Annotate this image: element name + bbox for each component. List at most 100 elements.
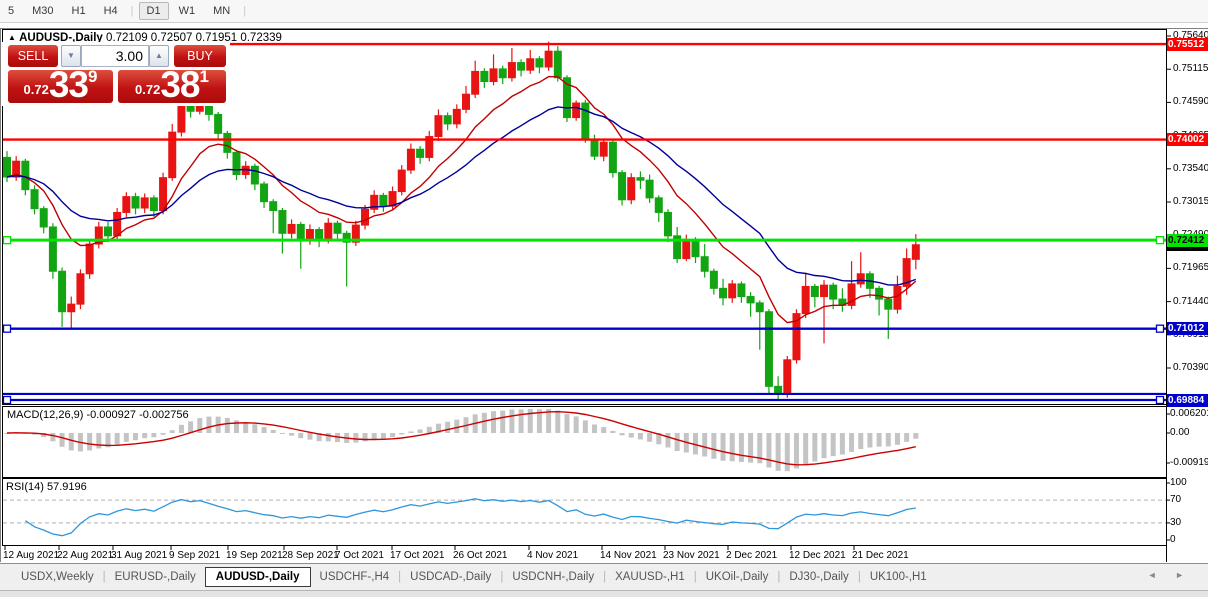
- candle: [379, 194, 388, 207]
- macd-axis-label: -0.0091975: [1170, 457, 1208, 468]
- macd-bar: [133, 433, 139, 441]
- candle: [361, 208, 370, 226]
- ma-slow-line: [6, 106, 917, 286]
- arrow-right-icon[interactable]: ►: [1175, 570, 1192, 580]
- macd-bar: [830, 433, 836, 457]
- line-handle[interactable]: [1155, 395, 1165, 405]
- candle: [296, 223, 305, 241]
- sell-price-main: 33: [48, 64, 89, 105]
- timeframe-button-5[interactable]: 5: [8, 5, 15, 17]
- buy-price-button[interactable]: 0.72 38 1: [118, 66, 226, 103]
- candle: [608, 141, 617, 174]
- symbol-tab-usdchf-h4[interactable]: USDCHF-,H4: [319, 571, 390, 583]
- arrow-left-icon[interactable]: ◄: [1147, 570, 1165, 580]
- timeframe-button-m30[interactable]: M30: [32, 5, 54, 17]
- candle: [287, 223, 296, 234]
- macd-bar: [674, 433, 680, 451]
- candle: [3, 156, 11, 178]
- macd-bar: [766, 433, 772, 468]
- candle: [103, 226, 112, 237]
- macd-bar: [206, 416, 212, 433]
- candle: [810, 285, 819, 298]
- macd-bar: [610, 430, 616, 433]
- macd-bar: [711, 433, 717, 459]
- macd-bar: [151, 433, 157, 438]
- volume-decrease-button[interactable]: ▼: [61, 45, 81, 67]
- timeframe-toolbar: 5 M30 H1 H4 | D1 W1 MN |: [0, 0, 1208, 23]
- symbol-tab-usdx-weekly[interactable]: USDX,Weekly: [21, 571, 94, 583]
- price-tick: 0.73540: [1173, 163, 1208, 174]
- candle: [581, 102, 590, 141]
- price-tick: 0.75640: [1173, 30, 1208, 41]
- timeframe-button-h4[interactable]: H4: [103, 5, 118, 17]
- symbol-tab-eurusd-daily[interactable]: EURUSD-,Daily: [114, 571, 196, 583]
- macd-bar: [757, 433, 763, 464]
- candle: [590, 139, 599, 157]
- price-badge-0.71012: 0.71012: [1167, 322, 1208, 335]
- candle: [902, 258, 911, 287]
- macd-bar: [491, 411, 497, 433]
- symbol-tab-audusd-daily[interactable]: AUDUSD-,Daily: [204, 567, 311, 587]
- tab-separator: |: [102, 571, 106, 583]
- timeframe-button-d1[interactable]: D1: [138, 2, 169, 20]
- symbol-tab-ukoil-daily[interactable]: UKOil-,Daily: [705, 571, 769, 583]
- symbol-tab-xauusd-h1[interactable]: XAUUSD-,H1: [615, 571, 685, 583]
- price-badge-0.75512: 0.75512: [1167, 38, 1208, 51]
- macd-bar: [390, 433, 396, 437]
- line-handle[interactable]: [2, 395, 12, 405]
- macd-bar: [380, 433, 386, 439]
- candle: [94, 226, 103, 245]
- tab-separator: |: [603, 571, 607, 583]
- macd-bar: [876, 433, 882, 447]
- symbol-tab-uk100-h1[interactable]: UK100-,H1: [869, 571, 927, 583]
- macd-bar: [858, 433, 864, 450]
- macd-label: MACD(12,26,9) -0.000927 -0.002756: [7, 409, 189, 421]
- candle: [39, 208, 48, 228]
- collapse-triangle-icon[interactable]: ▲: [8, 33, 16, 42]
- candle: [728, 283, 737, 299]
- macd-bar: [362, 433, 368, 442]
- price-tick: 0.71440: [1173, 296, 1208, 307]
- symbol-tab-dj30-daily[interactable]: DJ30-,Daily: [789, 571, 849, 583]
- macd-bar: [702, 433, 708, 457]
- macd-bar: [426, 426, 432, 433]
- candle: [480, 70, 489, 83]
- sell-price-button[interactable]: 0.72 33 9: [8, 64, 113, 105]
- symbol-tab-usdcnh-daily[interactable]: USDCNH-,Daily: [512, 571, 595, 583]
- volume-increase-button[interactable]: ▲: [149, 45, 169, 67]
- timeframe-button-h1[interactable]: H1: [71, 5, 86, 17]
- date-label: 12 Dec 2021: [789, 550, 846, 561]
- macd-bar: [96, 433, 102, 449]
- macd-bar: [894, 433, 900, 445]
- macd-signal-line: [6, 410, 916, 466]
- macd-bar: [270, 429, 276, 433]
- rsi-axis-label: 30: [1170, 517, 1182, 528]
- timeframe-button-w1[interactable]: W1: [178, 5, 196, 17]
- candle: [406, 148, 415, 171]
- timeframe-button-mn[interactable]: MN: [213, 5, 231, 17]
- date-label: 17 Oct 2021: [390, 550, 445, 561]
- candle: [544, 50, 553, 68]
- symbol-label: AUDUSD-,Daily: [19, 32, 103, 44]
- chevron-up-icon: ▲: [155, 51, 163, 60]
- candle: [856, 273, 865, 285]
- line-handle[interactable]: [1155, 324, 1165, 333]
- macd-bar: [234, 420, 239, 433]
- candle: [370, 194, 379, 210]
- line-handle[interactable]: [1155, 235, 1165, 245]
- toolbar-separator: |: [243, 5, 247, 17]
- symbol-tab-usdcad-daily[interactable]: USDCAD-,Daily: [410, 571, 492, 583]
- candle: [30, 189, 39, 210]
- macd-axis-label: 0.00: [1170, 427, 1190, 438]
- volume-input[interactable]: 3.00: [81, 45, 149, 67]
- tab-separator: |: [500, 571, 504, 583]
- tab-separator: |: [693, 571, 697, 583]
- macd-bar: [904, 433, 910, 442]
- line-handle[interactable]: [2, 324, 12, 333]
- macd-bar: [500, 410, 506, 433]
- buy-button[interactable]: BUY: [174, 45, 226, 67]
- sell-button[interactable]: SELL: [8, 45, 58, 67]
- line-handle[interactable]: [2, 235, 12, 245]
- candle: [113, 211, 122, 237]
